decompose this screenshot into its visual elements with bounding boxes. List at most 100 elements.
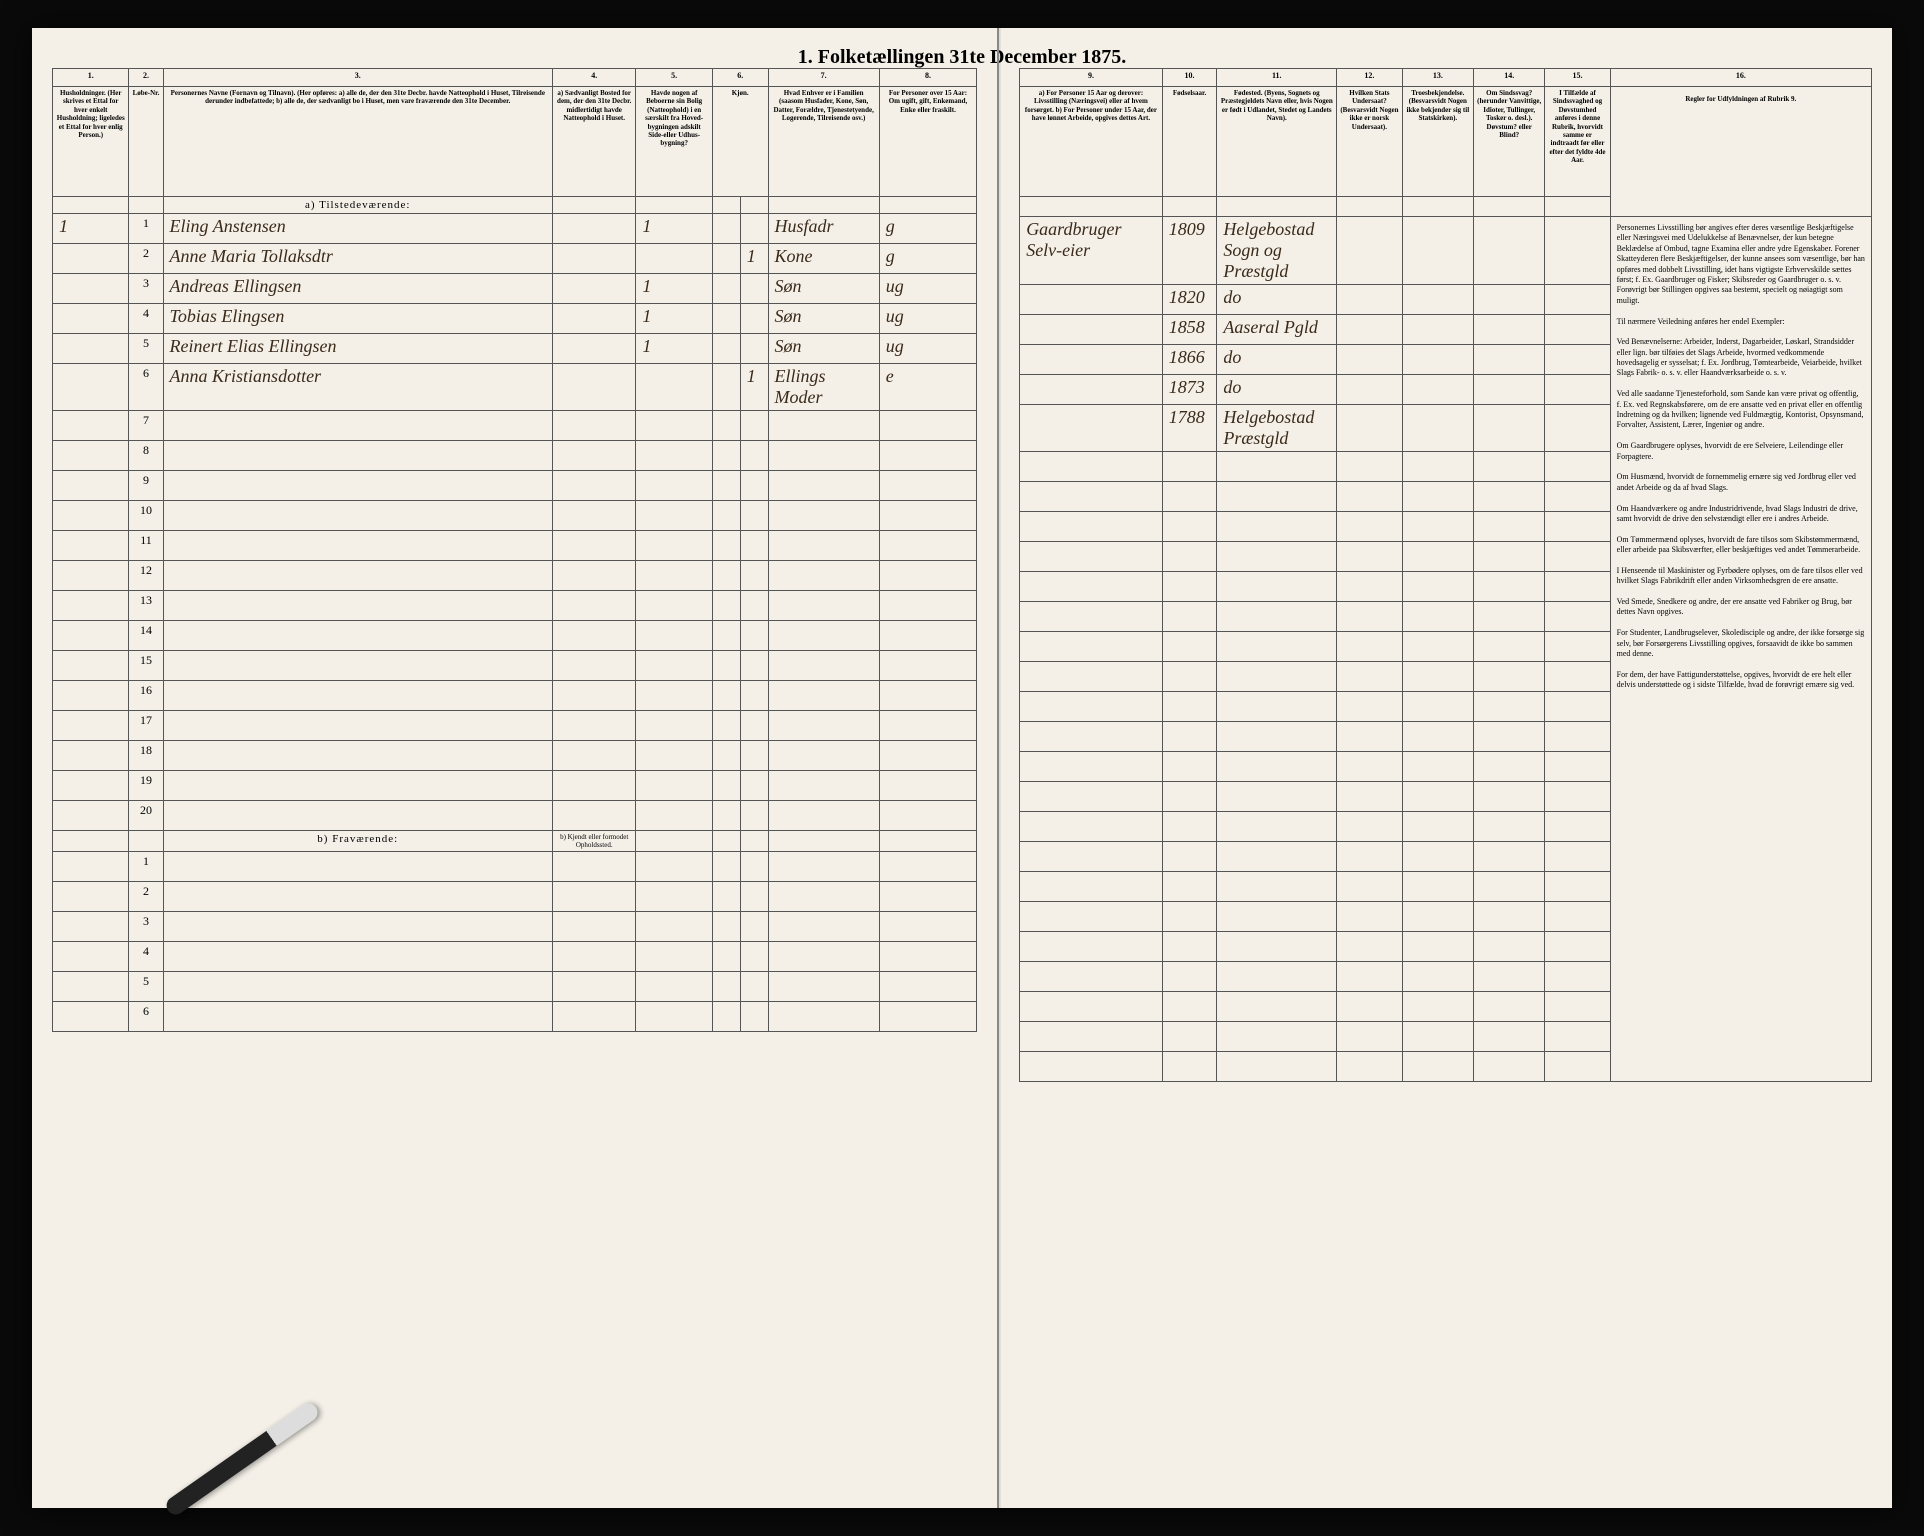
cell: ug <box>879 274 976 304</box>
header-row: a) For Personer 15 Aar og derover: Livss… <box>1020 87 1872 197</box>
cell <box>1162 752 1217 782</box>
cell <box>1474 405 1545 452</box>
cell <box>1020 1052 1163 1082</box>
cell <box>1545 482 1610 512</box>
cell <box>1020 602 1163 632</box>
cell <box>1402 962 1474 992</box>
row-num: 9 <box>129 471 163 501</box>
cell <box>1217 542 1337 572</box>
cell <box>1402 992 1474 1022</box>
coln: 7. <box>768 69 879 87</box>
coln: 13. <box>1402 69 1474 87</box>
row-num: 3 <box>129 912 163 942</box>
cell <box>1474 542 1545 572</box>
cell <box>740 214 768 244</box>
cell <box>1545 632 1610 662</box>
cell <box>1474 872 1545 902</box>
coln: 10. <box>1162 69 1217 87</box>
cell <box>1162 1052 1217 1082</box>
cell <box>1337 285 1402 315</box>
cell <box>712 244 740 274</box>
cell: Helgebostad Præstgld <box>1217 405 1337 452</box>
cell <box>712 364 740 411</box>
cell <box>1337 602 1402 632</box>
row-num: 5 <box>129 334 163 364</box>
cell <box>1337 632 1402 662</box>
cell: 1 <box>740 244 768 274</box>
cell: ug <box>879 304 976 334</box>
cell <box>1474 812 1545 842</box>
table-row: 18 <box>53 741 977 771</box>
cell <box>552 244 635 274</box>
row-num: 4 <box>129 942 163 972</box>
cell <box>1217 992 1337 1022</box>
cell <box>1337 692 1402 722</box>
cell <box>1474 692 1545 722</box>
section-b: b) Fraværende: <box>163 831 552 852</box>
hdr: Personernes Navne (Fornavn og Tilnavn). … <box>163 87 552 197</box>
hdr: Hvilken Stats Undersaat? (Besvarsvidt No… <box>1337 87 1402 197</box>
name-cell: Reinert Elias Ellingsen <box>163 334 552 364</box>
cell <box>1474 285 1545 315</box>
table-row: 2 Anne Maria Tollaksdtr 1 Kone g <box>53 244 977 274</box>
coln: 9. <box>1020 69 1163 87</box>
coln: 16. <box>1610 69 1871 87</box>
cell <box>1402 512 1474 542</box>
cell: 1873 <box>1162 375 1217 405</box>
cell <box>1217 452 1337 482</box>
cell <box>1545 542 1610 572</box>
hdr: Fødselsaar. <box>1162 87 1217 197</box>
row-num: 1 <box>129 852 163 882</box>
cell <box>1162 962 1217 992</box>
row-num: 12 <box>129 561 163 591</box>
cell: 1 <box>636 304 712 334</box>
cell: do <box>1217 285 1337 315</box>
cell <box>1337 932 1402 962</box>
cell <box>1217 782 1337 812</box>
left-page: 1. 2. 3. 4. 5. 6. 7. 8. Husholdninger. (… <box>32 28 999 1508</box>
table-row: 6 <box>53 1002 977 1032</box>
cell <box>1545 315 1610 345</box>
cell <box>1162 572 1217 602</box>
hdr: Løbe-Nr. <box>129 87 163 197</box>
cell <box>552 304 635 334</box>
cell <box>1337 992 1402 1022</box>
cell <box>1020 752 1163 782</box>
row-num: 7 <box>129 411 163 441</box>
cell <box>1020 782 1163 812</box>
cell <box>1402 902 1474 932</box>
cell <box>1162 782 1217 812</box>
cell <box>1337 902 1402 932</box>
table-row: 20 <box>53 801 977 831</box>
cell <box>1162 902 1217 932</box>
table-row: 16 <box>53 681 977 711</box>
cell <box>1402 812 1474 842</box>
cell: Aaseral Pgld <box>1217 315 1337 345</box>
cell <box>1402 345 1474 375</box>
cell <box>1217 692 1337 722</box>
cell <box>1545 375 1610 405</box>
table-row: 14 <box>53 621 977 651</box>
cell <box>1545 345 1610 375</box>
cell <box>1162 482 1217 512</box>
cell <box>1337 542 1402 572</box>
rules-body: Personernes Livsstilling bør angives eft… <box>1610 217 1871 1082</box>
table-row: 3 <box>53 912 977 942</box>
cell <box>1217 632 1337 662</box>
cell <box>1545 902 1610 932</box>
cell: 1 <box>636 274 712 304</box>
cell <box>1337 662 1402 692</box>
cell <box>1337 482 1402 512</box>
cell <box>1162 812 1217 842</box>
cell <box>1402 782 1474 812</box>
table-row: 1 1 Eling Anstensen 1 Husfadr g <box>53 214 977 244</box>
left-table: 1. 2. 3. 4. 5. 6. 7. 8. Husholdninger. (… <box>52 68 977 1032</box>
cell <box>1020 482 1163 512</box>
cell <box>53 334 129 364</box>
cell <box>1402 632 1474 662</box>
table-row: 1 <box>53 852 977 882</box>
table-row: 8 <box>53 441 977 471</box>
row-num: 17 <box>129 711 163 741</box>
cell <box>1217 932 1337 962</box>
cell <box>552 334 635 364</box>
